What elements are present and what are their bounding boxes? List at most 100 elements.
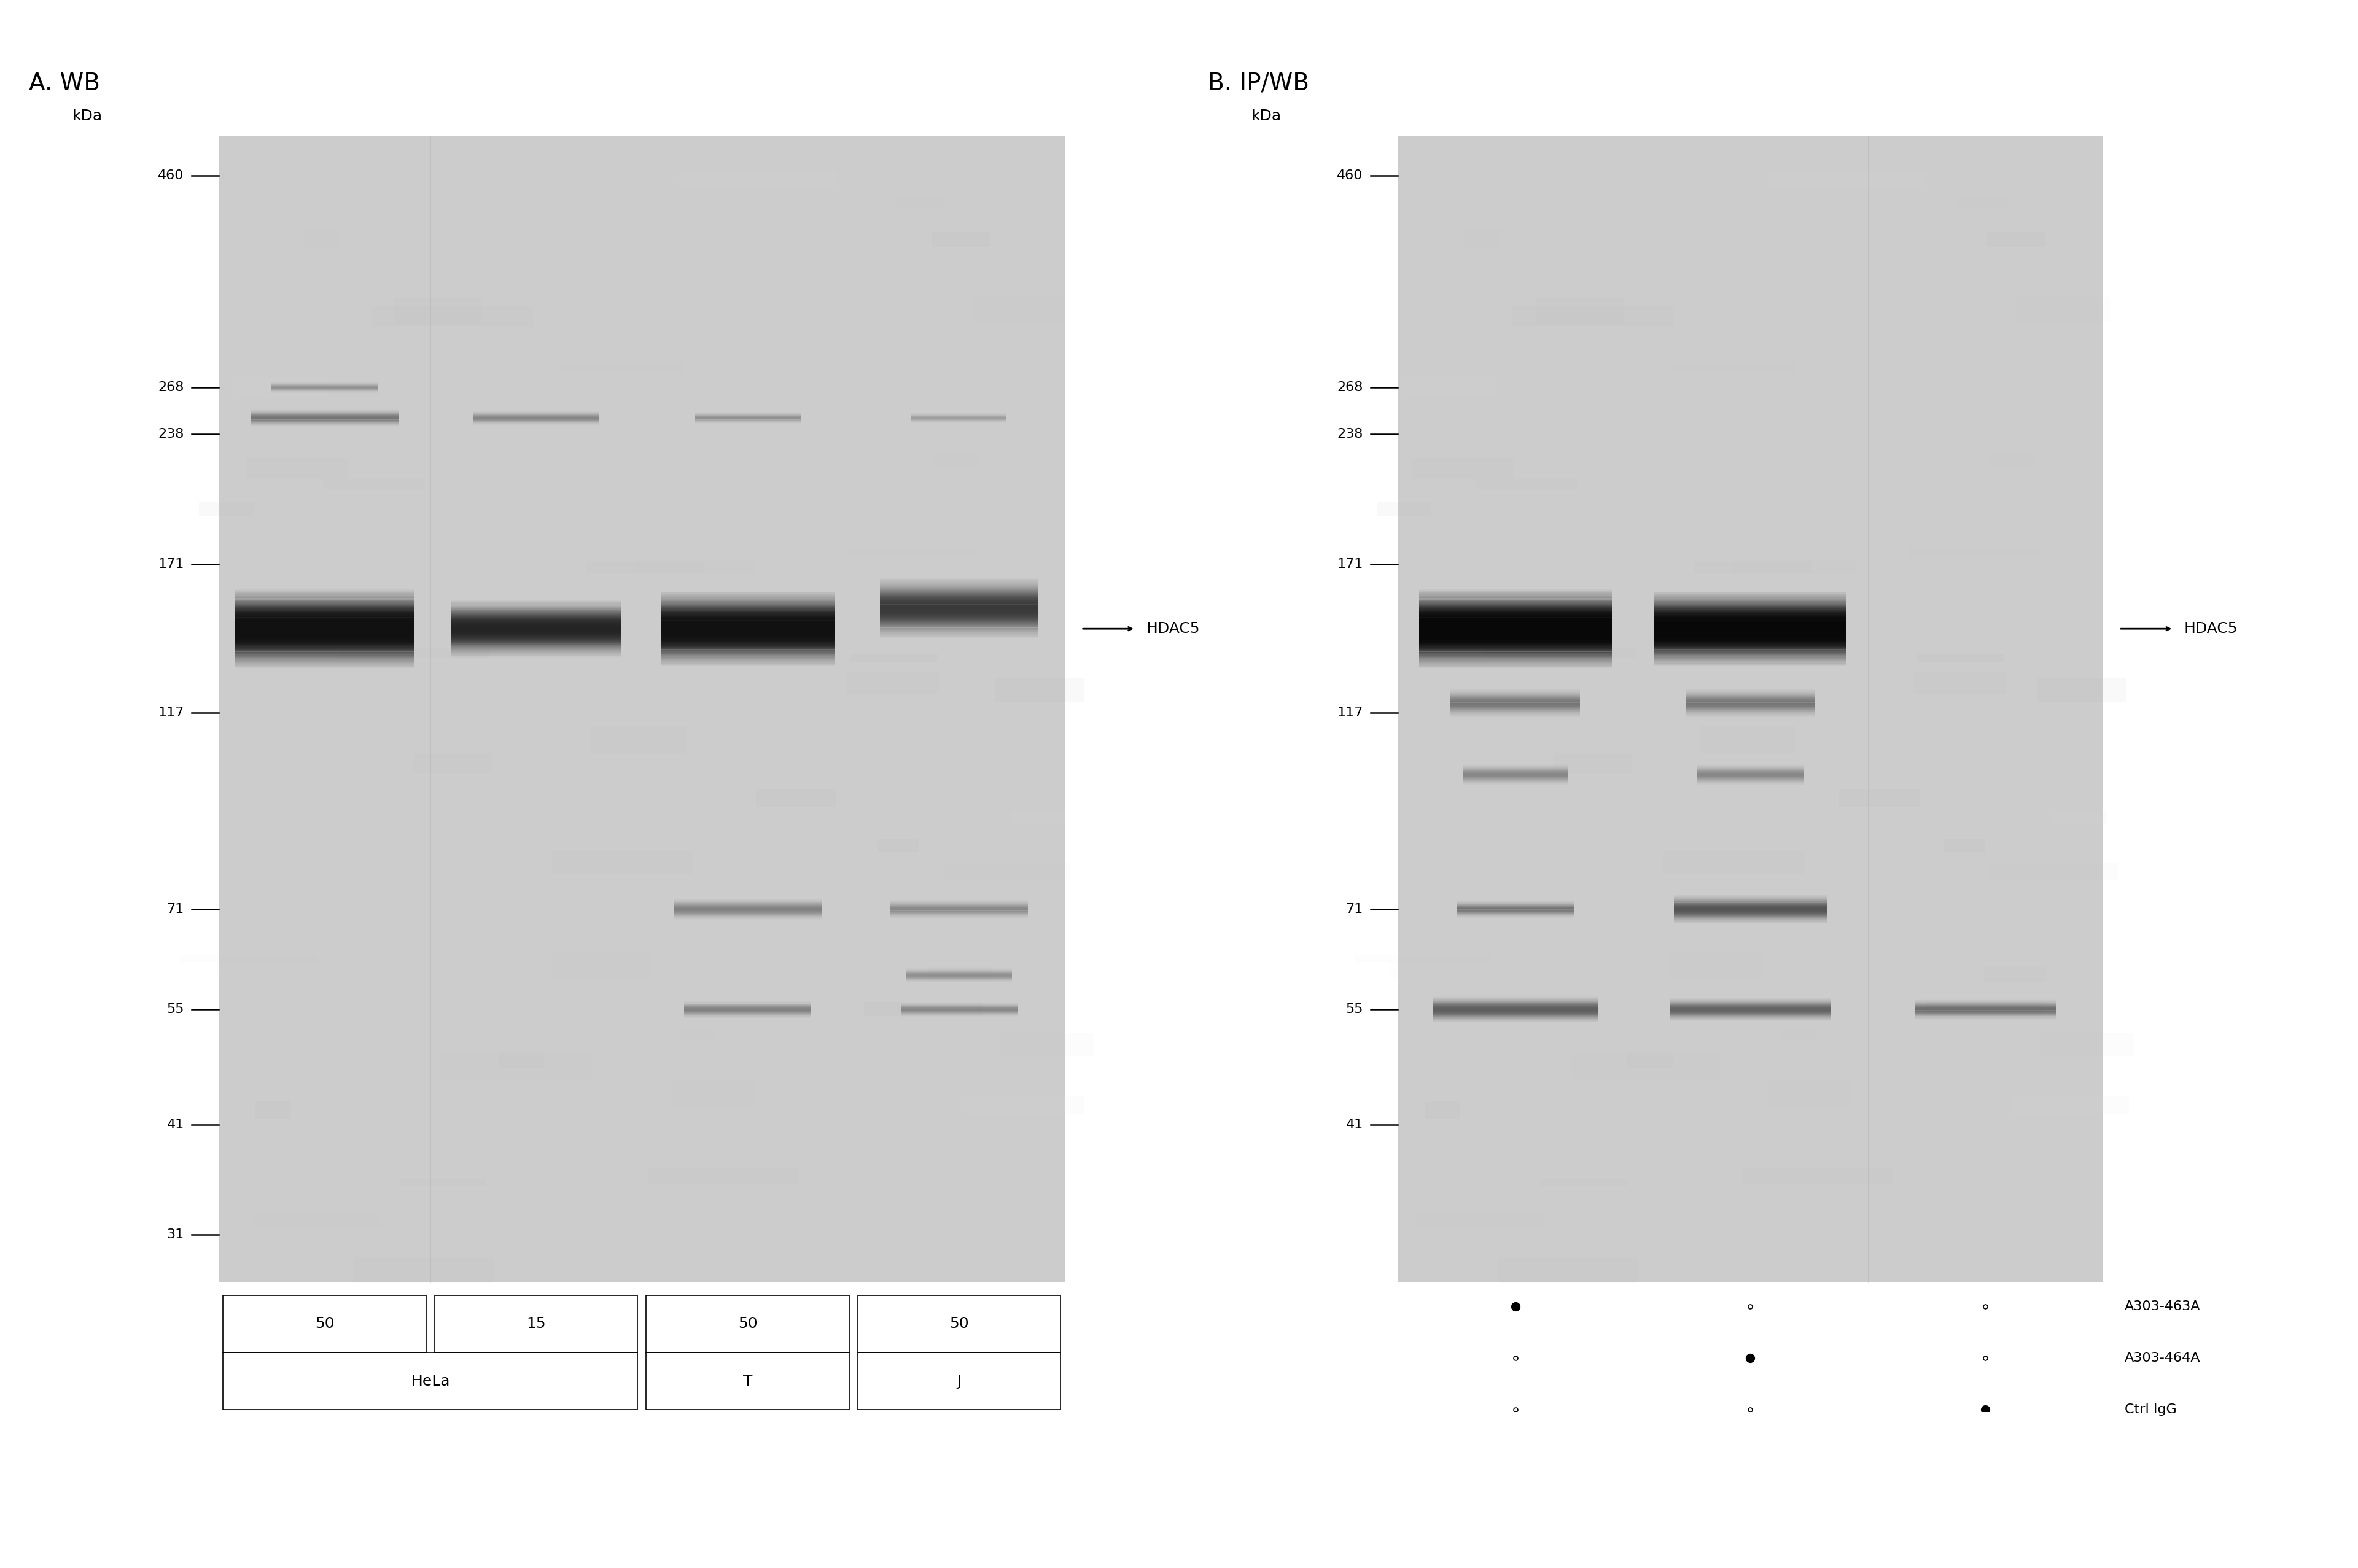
Bar xyxy=(1653,621,1846,626)
Bar xyxy=(1653,633,1846,637)
Bar xyxy=(1420,633,1611,638)
Bar xyxy=(880,590,1038,593)
Text: 117: 117 xyxy=(158,707,184,720)
Bar xyxy=(1653,649,1846,652)
Bar xyxy=(236,591,415,594)
Bar xyxy=(450,630,620,633)
Bar xyxy=(450,627,620,630)
Bar xyxy=(1420,607,1611,612)
Bar xyxy=(236,648,415,652)
Bar xyxy=(880,619,1038,622)
Bar xyxy=(880,580,1038,583)
Bar xyxy=(1653,613,1846,616)
Bar xyxy=(660,619,835,622)
Bar xyxy=(1420,635,1611,638)
Bar xyxy=(1420,665,1611,668)
Bar xyxy=(660,618,835,621)
Bar xyxy=(1420,629,1611,632)
Bar xyxy=(450,633,620,637)
Bar xyxy=(1653,640,1846,643)
Bar xyxy=(236,659,415,663)
Bar xyxy=(450,651,620,652)
Bar xyxy=(1653,652,1846,657)
Bar xyxy=(1653,610,1846,613)
Bar xyxy=(1653,657,1846,660)
Bar xyxy=(1754,604,1868,624)
Bar xyxy=(880,616,1038,619)
Bar xyxy=(660,635,835,638)
Bar xyxy=(1768,171,1926,187)
Bar xyxy=(1839,789,1919,808)
Bar xyxy=(564,426,658,436)
Bar xyxy=(1768,1080,1851,1105)
Bar xyxy=(880,586,1038,590)
Bar xyxy=(450,624,620,627)
Bar xyxy=(1420,604,1611,607)
Bar xyxy=(1653,662,1846,665)
Bar xyxy=(450,607,620,610)
Bar xyxy=(847,547,976,558)
Bar xyxy=(1420,646,1611,649)
Bar xyxy=(1693,561,1813,574)
Text: A303-464A: A303-464A xyxy=(2125,1352,2200,1364)
Text: 171: 171 xyxy=(158,558,184,571)
Bar xyxy=(1653,593,1846,596)
Bar xyxy=(660,615,835,618)
Bar xyxy=(1653,641,1846,646)
Bar xyxy=(880,608,1038,612)
Bar xyxy=(373,306,533,326)
Bar xyxy=(2054,811,2108,823)
Bar xyxy=(1420,632,1611,635)
Bar xyxy=(660,646,835,649)
Bar xyxy=(880,594,1038,597)
Bar xyxy=(450,608,620,612)
Bar xyxy=(1353,955,1493,963)
Bar xyxy=(1504,409,1660,430)
Bar xyxy=(413,753,490,773)
Bar xyxy=(1420,624,1611,627)
Bar xyxy=(880,591,1038,594)
Bar xyxy=(450,602,620,605)
Bar xyxy=(1420,637,1611,640)
Bar xyxy=(934,453,979,466)
Bar xyxy=(1653,627,1846,632)
Bar xyxy=(880,610,1038,613)
Bar xyxy=(450,627,620,630)
Bar xyxy=(1420,596,1611,599)
Bar xyxy=(658,604,771,624)
Bar xyxy=(252,1214,380,1229)
Bar xyxy=(880,626,1038,627)
Bar xyxy=(660,648,835,651)
Bar xyxy=(896,196,943,209)
Bar xyxy=(236,665,415,668)
Bar xyxy=(1653,644,1846,648)
Text: 41: 41 xyxy=(167,1120,184,1131)
Bar xyxy=(236,616,415,619)
Bar xyxy=(1653,601,1846,605)
Bar xyxy=(1420,591,1611,594)
Bar xyxy=(450,648,620,651)
Bar xyxy=(236,621,415,626)
Bar xyxy=(1889,1091,1945,1105)
Bar xyxy=(1653,604,1846,607)
Bar xyxy=(880,583,1038,586)
Bar xyxy=(1420,597,1611,601)
Bar xyxy=(450,607,620,610)
Bar xyxy=(236,626,415,629)
Bar xyxy=(1420,590,1611,593)
Bar xyxy=(660,608,835,612)
Bar xyxy=(1420,599,1611,602)
Bar xyxy=(660,597,835,601)
Bar xyxy=(1990,862,2117,880)
Bar xyxy=(880,624,1038,627)
Bar xyxy=(880,610,1038,612)
Bar xyxy=(394,298,481,323)
Bar xyxy=(1420,652,1611,655)
Bar xyxy=(587,561,705,574)
Bar xyxy=(660,654,835,657)
Bar xyxy=(1983,967,2047,982)
Bar xyxy=(1398,136,2103,1281)
Bar xyxy=(236,619,415,624)
Bar xyxy=(236,629,415,632)
Bar xyxy=(1570,1054,1721,1079)
